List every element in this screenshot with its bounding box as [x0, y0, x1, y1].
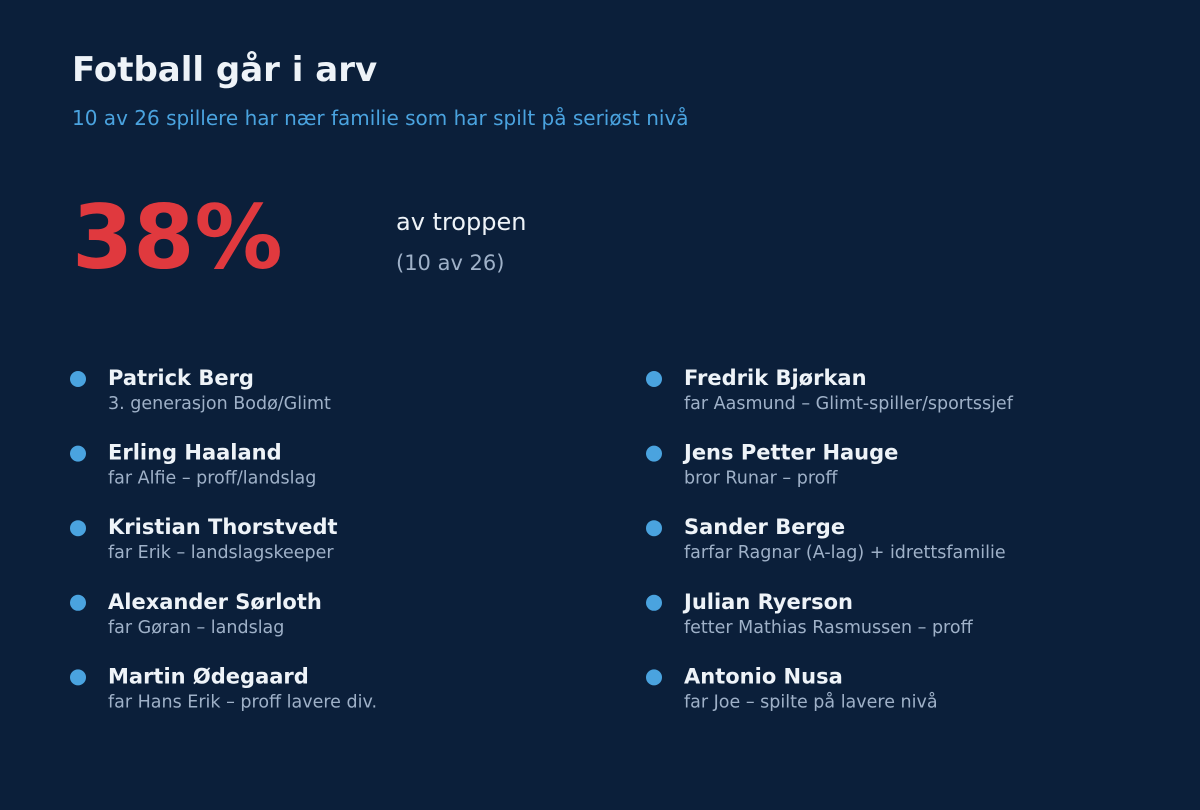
player-name: Jens Petter Hauge	[682, 441, 898, 465]
bullet	[646, 594, 662, 611]
player-name: Julian Ryerson	[682, 590, 853, 614]
stat-value: 38%	[72, 186, 283, 289]
subtitle: 10 av 26 spillere har nær familie som ha…	[72, 106, 689, 130]
player-relation: bror Runar – proff	[684, 469, 838, 489]
player-name: Kristian Thorstvedt	[108, 515, 338, 539]
title: Fotball går i arv	[72, 50, 377, 90]
player-relation: far Erik – landslagskeeper	[108, 543, 334, 563]
bullet	[646, 445, 662, 462]
player-name: Fredrik Bjørkan	[684, 366, 867, 390]
bullet	[70, 371, 86, 387]
player-name: Patrick Berg	[108, 366, 254, 390]
player-name: Erling Haaland	[108, 441, 282, 465]
bullet	[646, 669, 662, 686]
player-relation: far Joe – spilte på lavere nivå	[684, 691, 938, 712]
player-relation: farfar Ragnar (A-lag) + idrettsfamilie	[684, 543, 1006, 563]
bullet	[646, 520, 662, 537]
player-relation: far Hans Erik – proff lavere div.	[108, 692, 377, 712]
player-relation: far Alfie – proff/landslag	[108, 469, 316, 489]
player-relation: far Gøran – landslag	[108, 618, 284, 638]
player-relation: 3. generasjon Bodø/Glimt	[108, 394, 331, 414]
stat-label: av troppen	[396, 208, 526, 236]
bullet	[70, 594, 86, 611]
bullet	[70, 520, 86, 537]
bullet	[646, 371, 662, 387]
player-name: Martin Ødegaard	[108, 664, 309, 688]
player-name: Antonio Nusa	[684, 664, 843, 688]
player-relation: fetter Mathias Rasmussen – proff	[684, 618, 974, 638]
bullet	[70, 669, 86, 686]
player-name: Sander Berge	[684, 515, 845, 539]
stat-detail: (10 av 26)	[396, 251, 504, 275]
player-relation: far Aasmund – Glimt-spiller/sportssjef	[684, 394, 1014, 414]
player-name: Alexander Sørloth	[108, 590, 322, 614]
bullet	[70, 445, 86, 462]
